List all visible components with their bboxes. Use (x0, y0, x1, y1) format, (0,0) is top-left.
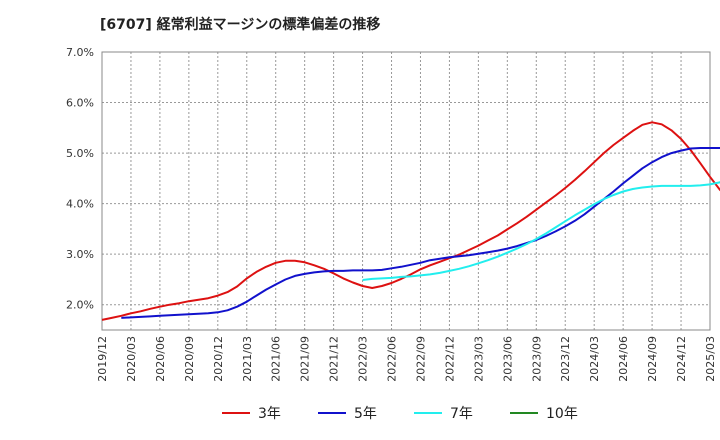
y-tick-label: 7.0% (66, 46, 94, 59)
legend-label: 3年 (258, 406, 281, 422)
y-tick-label: 4.0% (66, 198, 94, 211)
x-tick-label: 2023/09 (530, 336, 543, 382)
legend-item-0: 3年 (222, 403, 281, 423)
x-tick-label: 2020/03 (125, 336, 138, 382)
legend: 3年 5年 7年 10年 (0, 403, 720, 427)
x-tick-label: 2023/03 (472, 336, 485, 382)
y-tick-label: 3.0% (66, 248, 94, 261)
axis-layer (101, 51, 711, 331)
x-tick-label: 2025/03 (704, 336, 717, 382)
x-tick-label: 2020/12 (212, 336, 225, 382)
legend-label: 10年 (546, 406, 578, 422)
series-line-0 (101, 121, 720, 321)
y-tick-label: 5.0% (66, 147, 94, 160)
x-tick-label: 2021/03 (241, 336, 254, 382)
x-tick-label: 2022/09 (414, 336, 427, 382)
x-tick-label: 2024/12 (675, 336, 688, 382)
x-tick-label: 2023/06 (501, 336, 514, 382)
x-tick-label: 2021/06 (270, 336, 283, 382)
y-tick-label: 6.0% (66, 97, 94, 110)
x-tick-label: 2019/12 (96, 336, 109, 382)
chart-title: [6707] 経常利益マージンの標準偏差の推移 (100, 17, 381, 33)
x-tick-label: 2022/03 (357, 336, 370, 382)
legend-swatch (510, 412, 538, 414)
legend-swatch (414, 412, 442, 414)
x-tick-label: 2024/03 (588, 336, 601, 382)
x-tick-label: 2023/12 (559, 336, 572, 382)
x-axis-ticks: 2019/12 2020/03 2020/06 2020/09 2020/12 2021/… (96, 336, 717, 382)
series-line-1 (121, 147, 720, 319)
legend-swatch (318, 412, 346, 414)
plot-frame (101, 51, 711, 331)
x-tick-label: 2020/09 (183, 336, 196, 382)
x-tick-label: 2022/12 (443, 336, 456, 382)
x-tick-label: 2024/06 (617, 336, 630, 382)
y-axis-ticks: 2.0% 3.0% 4.0% 5.0% 6.0% 7.0% (66, 46, 94, 312)
x-tick-label: 2020/06 (154, 336, 167, 382)
x-tick-label: 2021/12 (328, 336, 341, 382)
legend-item-1: 5年 (318, 403, 377, 423)
legend-item-3: 10年 (510, 403, 578, 423)
legend-label: 5年 (354, 406, 377, 422)
x-tick-label: 2022/06 (386, 336, 399, 382)
legend-label: 7年 (450, 406, 473, 422)
legend-swatch (222, 412, 250, 414)
x-tick-label: 2021/09 (299, 336, 312, 382)
legend-item-2: 7年 (414, 403, 473, 423)
x-tick-label: 2024/09 (646, 336, 659, 382)
y-tick-label: 2.0% (66, 299, 94, 312)
grid-layer (102, 51, 710, 330)
series-layer (101, 121, 720, 321)
series-line-2 (362, 181, 720, 281)
